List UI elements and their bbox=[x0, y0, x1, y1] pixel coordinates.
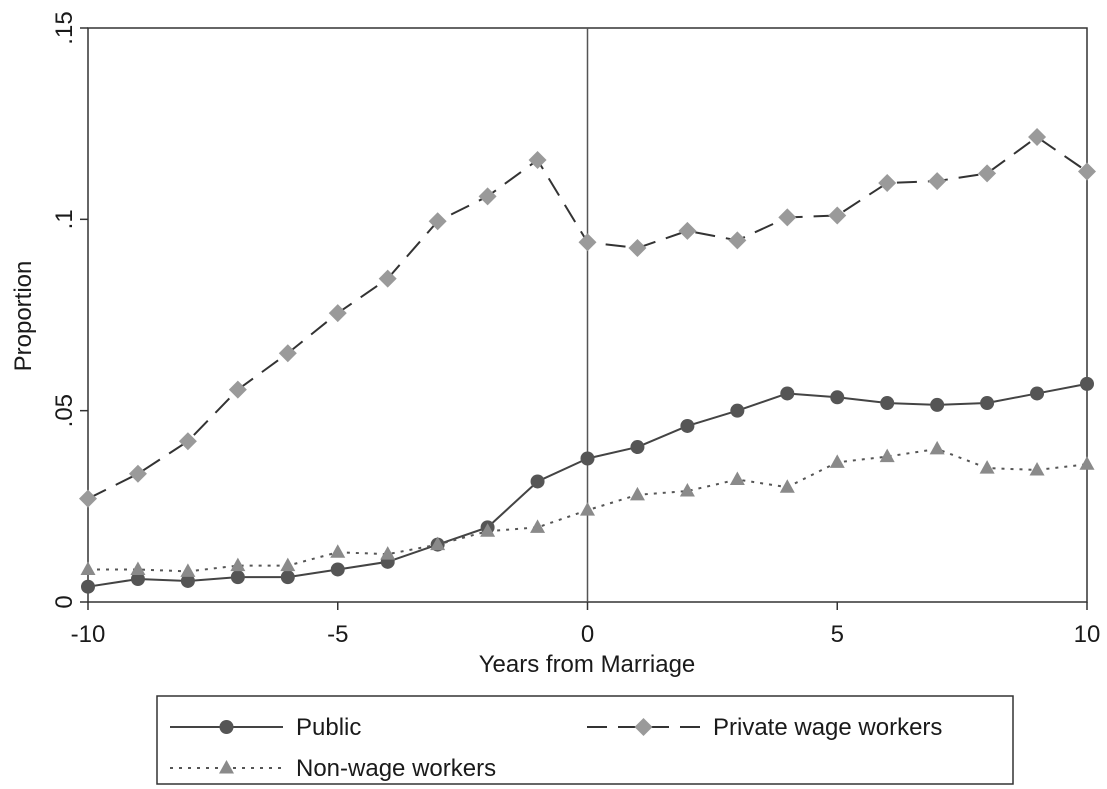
x-tick-label: 0 bbox=[581, 621, 594, 648]
data-point-public bbox=[980, 396, 995, 411]
data-point-public bbox=[1080, 376, 1094, 391]
data-point-private-wage-workers bbox=[828, 206, 847, 225]
data-point-private-wage-workers bbox=[578, 233, 597, 252]
data-point-private-wage-workers bbox=[328, 304, 347, 323]
data-point-public bbox=[880, 396, 895, 411]
data-point-public bbox=[1030, 386, 1045, 401]
y-tick-label: 0 bbox=[51, 595, 78, 608]
data-point-public bbox=[330, 562, 345, 577]
series-private-wage-workers bbox=[79, 128, 1096, 508]
data-point-private-wage-workers bbox=[428, 212, 447, 231]
data-point-public bbox=[530, 474, 545, 489]
data-point-non-wage-workers bbox=[1029, 461, 1045, 476]
legend-marker-non-wage-workers bbox=[219, 760, 234, 774]
data-point-non-wage-workers bbox=[729, 471, 745, 486]
data-point-private-wage-workers bbox=[178, 432, 197, 451]
data-point-private-wage-workers bbox=[278, 344, 297, 363]
legend-label-private-wage-workers: Private wage workers bbox=[713, 714, 942, 741]
legend-marker-private-wage-workers bbox=[634, 718, 653, 736]
data-point-public bbox=[930, 397, 945, 412]
data-point-non-wage-workers bbox=[480, 523, 496, 537]
x-tick-label: -10 bbox=[71, 621, 106, 648]
data-point-private-wage-workers bbox=[928, 172, 947, 191]
x-tick-label: -5 bbox=[327, 621, 348, 648]
data-point-non-wage-workers bbox=[530, 519, 546, 533]
data-point-non-wage-workers bbox=[280, 557, 296, 572]
data-point-private-wage-workers bbox=[1078, 162, 1096, 181]
legend-marker-public bbox=[219, 720, 234, 734]
data-point-public bbox=[230, 570, 245, 585]
data-point-non-wage-workers bbox=[829, 454, 845, 468]
data-point-public bbox=[180, 573, 195, 588]
data-point-public bbox=[730, 403, 745, 418]
data-point-non-wage-workers bbox=[1079, 456, 1095, 470]
data-point-private-wage-workers bbox=[79, 489, 97, 508]
data-point-non-wage-workers bbox=[380, 546, 396, 560]
data-point-public bbox=[130, 572, 145, 587]
data-point-public bbox=[830, 390, 845, 405]
data-point-non-wage-workers bbox=[230, 557, 246, 572]
data-point-non-wage-workers bbox=[779, 479, 795, 493]
legend-label-non-wage-workers: Non-wage workers bbox=[296, 755, 496, 782]
data-point-private-wage-workers bbox=[378, 269, 397, 288]
data-point-non-wage-workers bbox=[629, 486, 645, 501]
x-tick-label: 10 bbox=[1074, 621, 1101, 648]
y-tick-label: .1 bbox=[51, 209, 78, 229]
series-non-wage-workers bbox=[80, 440, 1095, 577]
data-point-public bbox=[81, 579, 95, 594]
data-point-public bbox=[780, 386, 795, 401]
legend-box bbox=[156, 695, 1014, 785]
x-axis-title: Years from Marriage bbox=[479, 651, 696, 678]
data-point-private-wage-workers bbox=[878, 173, 897, 192]
y-axis-title: Proportion bbox=[10, 261, 37, 372]
data-point-private-wage-workers bbox=[628, 239, 647, 258]
legend-label-public: Public bbox=[296, 714, 361, 741]
data-point-private-wage-workers bbox=[728, 231, 747, 250]
data-point-non-wage-workers bbox=[180, 563, 196, 577]
data-point-private-wage-workers bbox=[778, 208, 797, 227]
data-point-non-wage-workers bbox=[979, 460, 995, 474]
data-point-non-wage-workers bbox=[80, 561, 96, 575]
data-point-public bbox=[630, 440, 645, 455]
legend: Public Private wage workers Non-wage wor… bbox=[156, 695, 1014, 785]
y-tick-label: .15 bbox=[51, 11, 78, 44]
data-point-non-wage-workers bbox=[430, 536, 446, 551]
data-point-non-wage-workers bbox=[929, 440, 945, 455]
data-point-private-wage-workers bbox=[528, 151, 547, 170]
data-point-private-wage-workers bbox=[978, 164, 997, 183]
data-point-private-wage-workers bbox=[1028, 128, 1047, 147]
data-point-non-wage-workers bbox=[580, 502, 595, 516]
data-point-public bbox=[280, 570, 295, 585]
data-point-private-wage-workers bbox=[678, 221, 697, 240]
data-point-private-wage-workers bbox=[478, 187, 497, 206]
data-point-private-wage-workers bbox=[228, 380, 247, 399]
x-tick-label: 5 bbox=[831, 621, 844, 648]
y-tick-label: .05 bbox=[51, 394, 78, 427]
data-point-private-wage-workers bbox=[128, 464, 147, 483]
data-point-non-wage-workers bbox=[330, 544, 346, 558]
data-point-public bbox=[580, 451, 595, 466]
data-point-non-wage-workers bbox=[679, 483, 695, 497]
data-point-public bbox=[680, 418, 695, 433]
data-point-non-wage-workers bbox=[879, 448, 895, 463]
data-point-non-wage-workers bbox=[130, 561, 146, 575]
